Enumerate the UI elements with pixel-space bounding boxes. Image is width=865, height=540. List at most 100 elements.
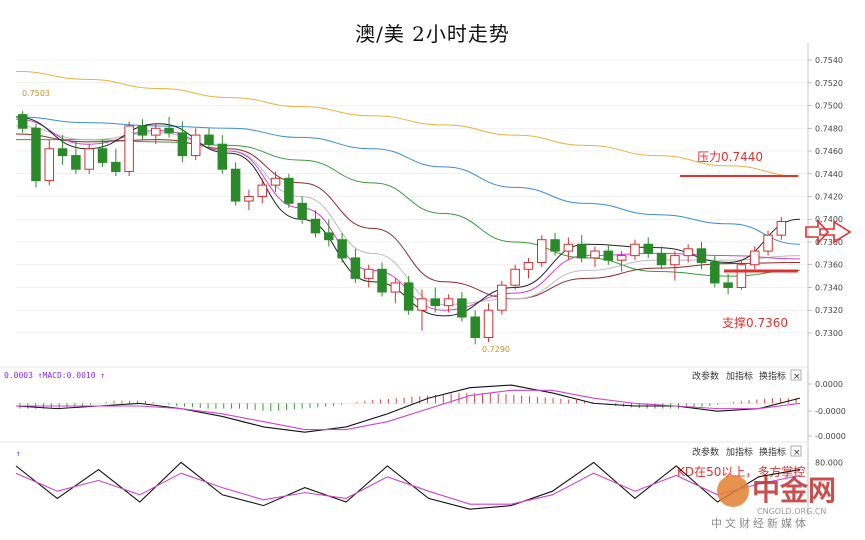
candle-body — [683, 248, 693, 257]
candlestick-series — [17, 111, 787, 345]
macd-label: 0.0003 ↑MACD:0.0010 ↑ — [4, 371, 105, 380]
candle-body — [310, 218, 321, 234]
candle-body — [44, 148, 55, 182]
candle-body — [257, 184, 268, 197]
candle-body — [363, 268, 374, 279]
macd-tick-label: -0.0000 — [815, 407, 846, 416]
candle-body — [736, 264, 747, 288]
candle-body — [710, 261, 720, 284]
price-axis: 0.7540 0.7520 0.7500 0.7480 0.7460 0.7440 0.74… — [807, 43, 843, 515]
candle-body — [217, 143, 228, 170]
y-tick-label: 0.7480 — [815, 124, 843, 133]
watermark-en: CNGOLD.ORG.CN — [757, 507, 826, 516]
candle-body — [97, 148, 108, 163]
candle-body — [284, 177, 294, 204]
candle-body — [563, 243, 574, 252]
candle-body — [603, 250, 614, 261]
candle-body — [124, 125, 134, 172]
candle-body — [749, 250, 760, 266]
candle-body — [71, 155, 81, 170]
candle-body — [84, 148, 94, 170]
macd-switch-indicator[interactable]: 换指标 — [759, 370, 786, 382]
arrow-right-icon — [805, 218, 830, 246]
candle-body — [111, 161, 121, 172]
watermark-tagline: 中文财经新媒体 — [711, 516, 809, 530]
macd-line-1 — [16, 389, 801, 431]
candle-body — [457, 298, 467, 318]
y-tick-label: 0.7440 — [815, 170, 843, 179]
kd-line-1 — [15, 472, 801, 505]
watermark: 中金网 CNGOLD.ORG.CN 中文财经新媒体 — [711, 474, 836, 530]
candle-body — [590, 250, 600, 259]
y-tick-label: 0.7500 — [815, 102, 843, 111]
candle-body — [230, 168, 241, 202]
y-tick-label: 0.7360 — [815, 261, 843, 270]
kd-add-indicator[interactable]: 加指标 — [726, 446, 753, 458]
candle-body — [337, 239, 347, 259]
y-tick-label: 0.7520 — [815, 79, 843, 88]
candle-body — [523, 261, 534, 270]
candle-body — [483, 309, 494, 338]
candle-body — [244, 196, 254, 202]
candle-body — [497, 284, 507, 311]
resistance-label: 压力0.7440 — [697, 150, 763, 164]
candle-body — [643, 243, 654, 254]
candle-body — [57, 148, 68, 157]
ma-line-0 — [15, 70, 801, 177]
candle-body — [430, 298, 441, 307]
kd-change-params[interactable]: 改参数 — [692, 446, 719, 458]
candle-body — [17, 114, 28, 129]
macd-change-params[interactable]: 改参数 — [692, 370, 719, 382]
ma-line-1 — [15, 116, 801, 245]
candle-body — [204, 134, 214, 145]
candle-body — [723, 282, 733, 288]
candle-body — [630, 243, 640, 257]
candle-body — [536, 239, 547, 263]
candle-body — [417, 298, 427, 311]
low-price-label: 0.7290 — [482, 345, 510, 354]
kd-panel: ↑ 改参数 加指标 换指标 × KD在50以上，多方掌控 80.000 — [0, 441, 843, 515]
kd-note: KD在50以上，多方掌控 — [677, 464, 805, 479]
candle-body — [350, 257, 361, 279]
candle-body — [510, 268, 520, 286]
moving-average-lines — [15, 70, 801, 317]
macd-add-indicator[interactable]: 加指标 — [726, 370, 753, 382]
kd-arrow: ↑ — [16, 449, 21, 458]
macd-tick-label: -0.0000 — [815, 432, 846, 441]
y-tick-label: 0.7300 — [815, 329, 843, 338]
candle-body — [377, 268, 387, 293]
candle-body — [696, 248, 707, 263]
candle-body — [390, 282, 401, 293]
candle-body — [270, 177, 281, 186]
candle-body — [324, 232, 334, 241]
page-title: 澳/美 2小时走势 — [355, 22, 510, 46]
watermark-cn: 中金网 — [752, 474, 836, 507]
y-tick-label: 0.7400 — [815, 215, 843, 224]
y-tick-label: 0.7460 — [815, 147, 843, 156]
y-tick-label: 0.7320 — [815, 306, 843, 315]
watermark-logo-icon — [717, 475, 749, 507]
arrow-right-icon-2 — [819, 220, 852, 244]
candle-body — [576, 243, 587, 259]
high-price-label: 0.7503 — [22, 89, 50, 98]
kd-tick-label: 80.000 — [815, 458, 843, 467]
macd-line-0 — [15, 384, 801, 433]
price-annotations: 0.7503 0.7290 压力0.7440 支撑0.7360 — [22, 89, 852, 354]
kd-switch-indicator[interactable]: 换指标 — [759, 446, 786, 458]
kd-close-button[interactable] — [790, 445, 802, 457]
y-tick-label: 0.7540 — [815, 56, 843, 65]
candle-body — [763, 234, 773, 252]
candle-body — [656, 252, 667, 266]
y-tick-label: 0.7340 — [815, 283, 843, 292]
candle-body — [297, 202, 307, 220]
y-tick-label: 0.7420 — [815, 193, 843, 202]
candle-body — [164, 127, 174, 134]
macd-tick-label: 0.0000 — [815, 380, 843, 389]
candle-body — [403, 282, 414, 311]
close-icon: × — [793, 448, 801, 458]
macd-close-button[interactable] — [790, 369, 802, 381]
candle-body — [550, 239, 560, 252]
close-icon: × — [793, 372, 801, 382]
y-tick-label: 0.7380 — [815, 238, 843, 247]
